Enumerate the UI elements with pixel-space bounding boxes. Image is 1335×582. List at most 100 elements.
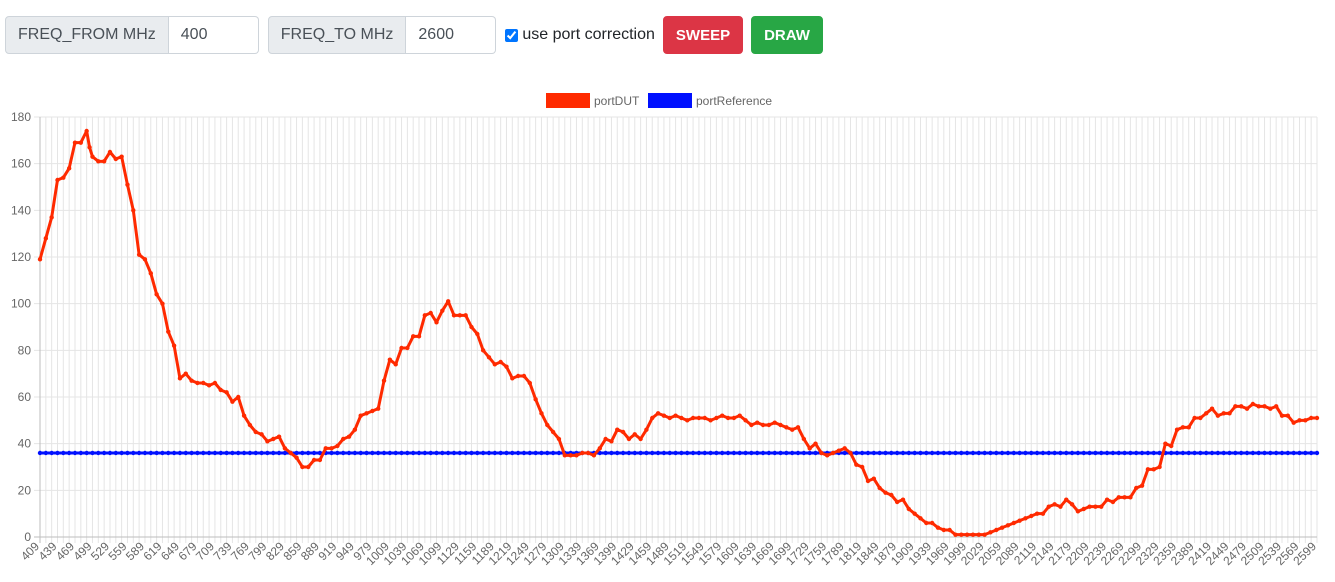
point-portReference	[247, 450, 253, 456]
point-portDUT	[457, 313, 463, 318]
point-portDUT	[1075, 509, 1081, 514]
point-portReference	[515, 450, 521, 456]
point-portReference	[906, 450, 912, 456]
point-portReference	[66, 450, 72, 456]
point-portDUT	[766, 422, 772, 428]
point-portDUT	[743, 418, 748, 423]
point-portDUT	[801, 436, 807, 442]
y-axis-ticks: 0 20 40 60 80 100 120 140 160 180	[11, 110, 31, 544]
freq-from-input[interactable]	[168, 16, 259, 54]
point-portReference	[964, 450, 970, 456]
point-portReference	[451, 450, 457, 456]
point-portDUT	[521, 373, 527, 379]
point-portReference	[801, 450, 807, 456]
point-portReference	[393, 450, 398, 456]
point-portReference	[539, 450, 544, 456]
y-tick-label: 60	[18, 390, 32, 404]
point-portReference	[90, 450, 95, 456]
point-portReference	[492, 450, 498, 456]
point-portReference	[1233, 450, 1238, 456]
port-correction-checkbox[interactable]	[505, 28, 519, 42]
point-portReference	[795, 450, 801, 456]
point-portReference	[760, 450, 766, 456]
point-portDUT	[154, 292, 159, 297]
point-portDUT	[271, 436, 276, 442]
point-portReference	[900, 450, 906, 456]
point-portReference	[142, 450, 148, 456]
point-portDUT	[300, 464, 305, 470]
point-portReference	[1192, 450, 1197, 456]
point-portDUT	[772, 420, 777, 425]
point-portDUT	[953, 532, 958, 537]
point-portReference	[859, 450, 865, 456]
point-portDUT	[1250, 401, 1256, 407]
point-portDUT	[784, 425, 789, 430]
point-portDUT	[1215, 413, 1221, 418]
point-portDUT	[236, 394, 241, 400]
point-portDUT	[690, 415, 696, 421]
point-portReference	[679, 450, 684, 456]
point-portDUT	[1221, 411, 1226, 416]
point-portDUT	[556, 436, 562, 442]
point-portDUT	[533, 397, 538, 402]
point-portDUT	[131, 208, 136, 213]
point-portReference	[807, 450, 812, 456]
point-portDUT	[620, 429, 626, 435]
point-portReference	[924, 450, 929, 456]
point-portReference	[1262, 450, 1267, 456]
point-portReference	[148, 450, 153, 456]
point-portDUT	[475, 331, 480, 337]
point-portDUT	[107, 149, 113, 155]
point-portReference	[370, 450, 375, 456]
point-portDUT	[947, 527, 952, 533]
point-portDUT	[346, 434, 352, 439]
point-portDUT	[492, 362, 498, 367]
point-portDUT	[929, 520, 935, 526]
point-portDUT	[871, 476, 877, 481]
point-portDUT	[399, 345, 404, 351]
point-portReference	[737, 450, 742, 456]
point-portReference	[988, 450, 993, 456]
point-portDUT	[1017, 518, 1022, 523]
point-portReference	[1011, 450, 1016, 456]
point-portDUT	[416, 334, 422, 339]
point-portDUT	[61, 175, 66, 180]
point-portDUT	[609, 439, 614, 444]
point-portDUT	[574, 453, 579, 458]
point-portReference	[445, 450, 451, 456]
freq-to-input[interactable]	[406, 16, 497, 54]
point-portDUT	[125, 182, 130, 187]
legend-item-portDUT[interactable]: portDUT	[546, 93, 640, 108]
point-portReference	[1058, 450, 1063, 456]
point-portReference	[667, 450, 672, 456]
point-portReference	[894, 450, 900, 456]
port-correction-option[interactable]: use port correction	[505, 26, 655, 44]
legend-item-portReference[interactable]: portReference	[648, 93, 772, 108]
point-portReference	[189, 450, 194, 456]
point-portDUT	[224, 390, 229, 395]
point-portReference	[154, 450, 159, 456]
draw-button[interactable]: DRAW	[751, 16, 823, 54]
legend-swatch	[648, 93, 692, 108]
point-portReference	[603, 450, 608, 456]
point-portReference	[766, 450, 772, 456]
freq-from-group: FREQ_FROM MHz	[5, 16, 259, 54]
point-portReference	[183, 450, 188, 456]
sweep-button[interactable]: SWEEP	[662, 16, 744, 54]
point-portDUT	[410, 334, 416, 339]
point-portReference	[1122, 450, 1127, 456]
point-portReference	[661, 450, 667, 456]
point-portReference	[259, 450, 264, 456]
point-portDUT	[1279, 413, 1285, 418]
point-portDUT	[1314, 415, 1320, 421]
point-portDUT	[527, 380, 533, 386]
point-portDUT	[177, 376, 183, 381]
point-portDUT	[37, 257, 43, 262]
point-portReference	[982, 450, 987, 456]
point-portDUT	[486, 355, 492, 360]
freq-to-label: FREQ_TO MHz	[267, 16, 407, 54]
port-correction-label: use port correction	[522, 26, 655, 43]
point-portDUT	[96, 159, 101, 164]
point-portReference	[883, 450, 888, 456]
point-portDUT	[550, 429, 556, 435]
